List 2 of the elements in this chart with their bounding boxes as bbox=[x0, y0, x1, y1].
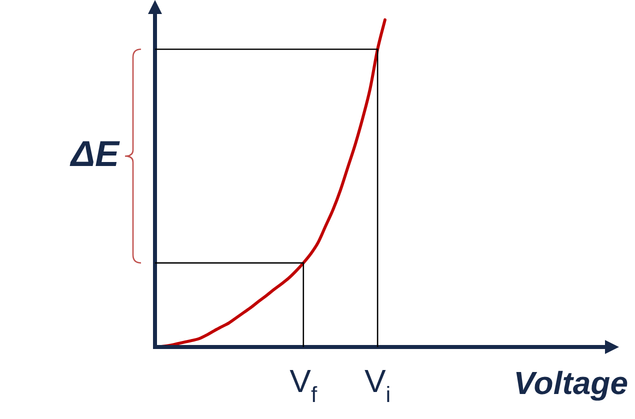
x-axis-title: Voltage bbox=[514, 365, 628, 401]
text: ΔE bbox=[68, 133, 120, 174]
